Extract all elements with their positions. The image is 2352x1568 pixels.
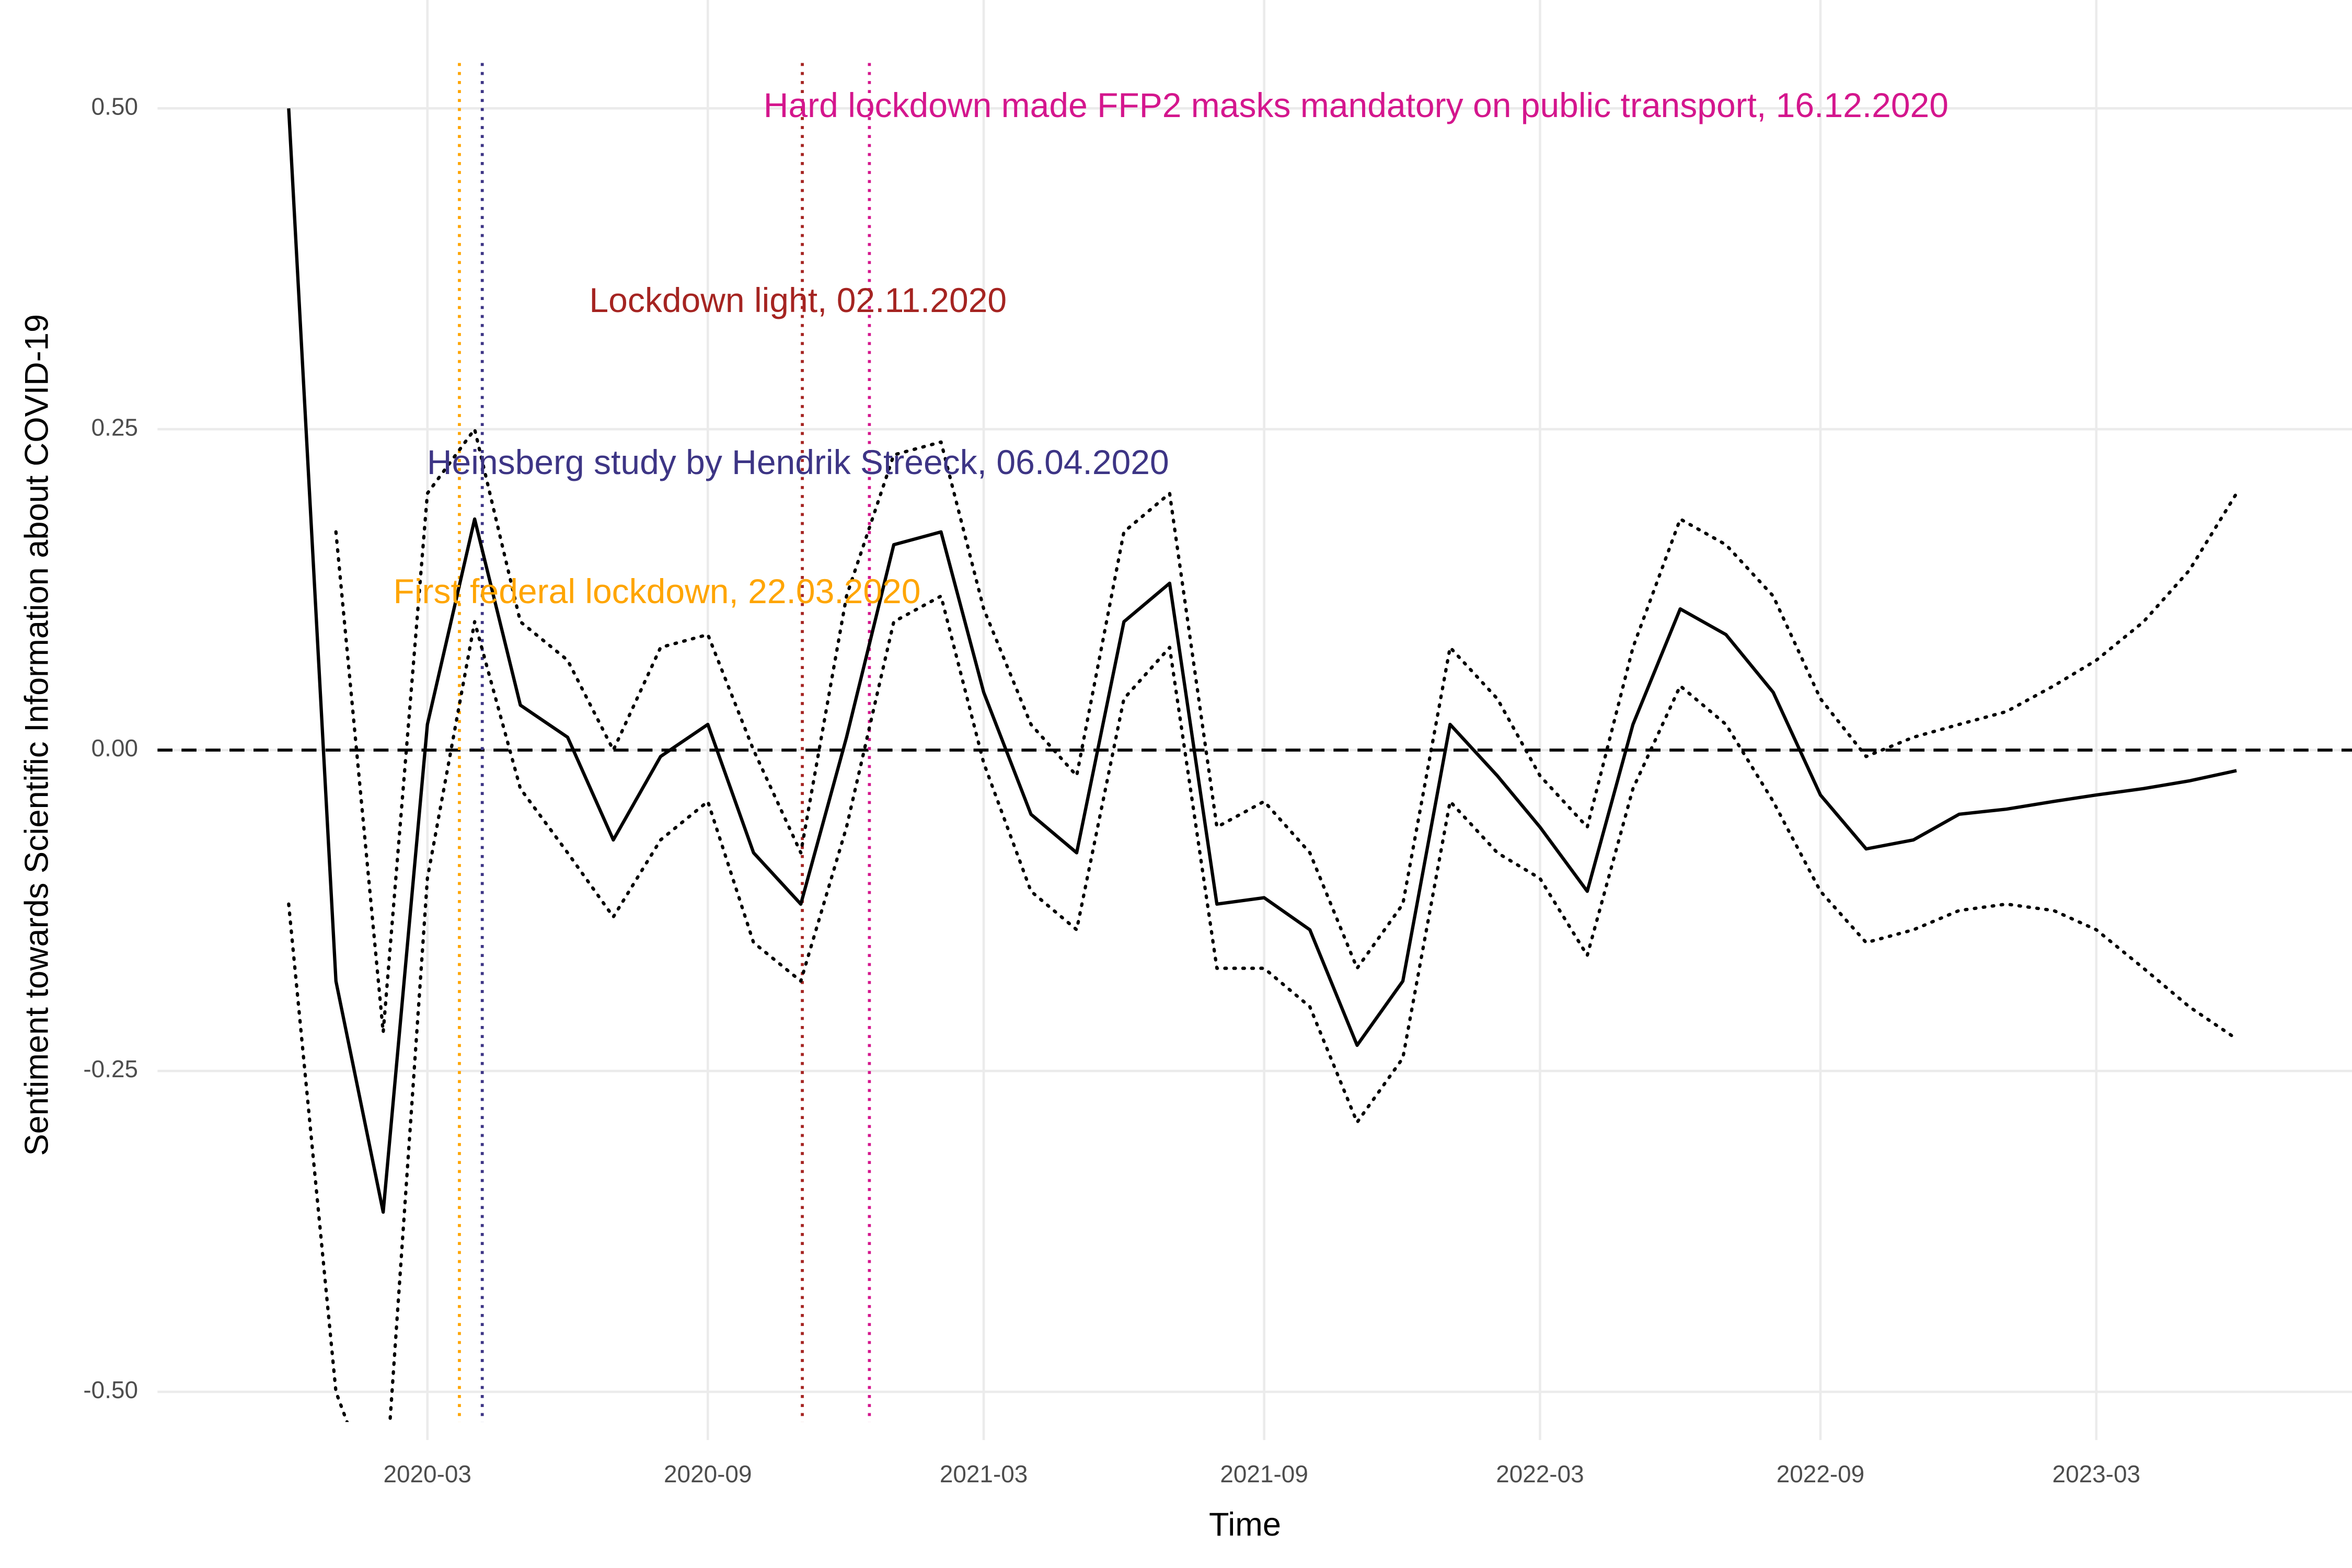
x-tick-label: 2020-09 [664,1460,752,1488]
event-label: Lockdown light, 02.11.2020 [589,281,1007,319]
x-tick-label: 2020-03 [383,1460,471,1488]
confidence-line [334,428,2239,1034]
y-tick-label: -0.50 [83,1376,138,1403]
confidence-line [287,594,2239,1422]
x-tick-label: 2021-03 [940,1460,1028,1488]
y-tick-label: 0.50 [91,93,138,120]
y-axis-title: Sentiment towards Scientific Information… [18,314,55,1156]
x-tick-label: 2022-03 [1496,1460,1584,1488]
trend-line [287,108,2237,1214]
event-label: Hard lockdown made FFP2 masks mandatory … [764,86,1949,124]
y-tick-label: -0.25 [83,1055,138,1082]
x-tick-label: 2023-03 [2053,1460,2140,1488]
event-label: First federal lockdown, 22.03.2020 [394,572,921,610]
y-tick-label: 0.25 [91,413,138,441]
x-axis-title: Time [1209,1506,1281,1543]
x-tick-label: 2022-09 [1777,1460,1864,1488]
event-label: Heinsberg study by Hendrik Streeck, 06.0… [427,443,1169,481]
x-tick-label: 2021-09 [1220,1460,1308,1488]
y-tick-label: 0.00 [91,734,138,762]
